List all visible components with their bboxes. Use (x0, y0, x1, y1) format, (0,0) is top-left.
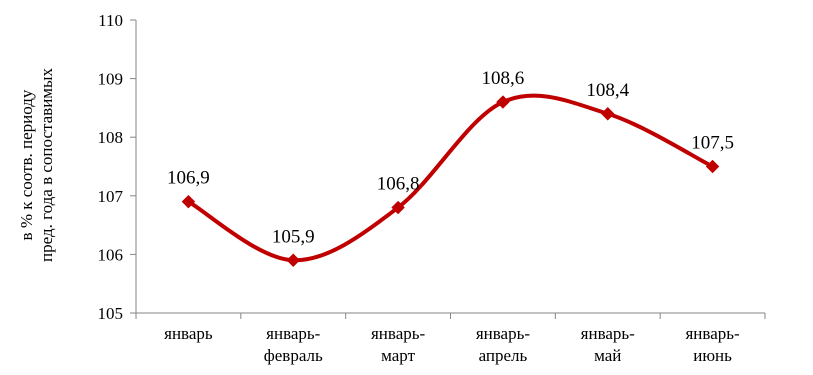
x-tick-label: январь (164, 324, 213, 343)
data-label: 106,8 (377, 174, 420, 195)
axes (135, 20, 765, 314)
x-tick-label: июнь (693, 346, 732, 365)
series-group (181, 93, 720, 267)
data-label: 106,9 (167, 168, 210, 189)
y-axis-title: в % к соотв. периоду пред. года в сопост… (17, 68, 56, 262)
x-tick-label: март (381, 346, 415, 365)
x-tick-label: январь- (371, 324, 426, 343)
y-tick-label: 105 (98, 304, 124, 323)
x-tick-label: январь- (476, 324, 531, 343)
x-tick-label: январь- (581, 324, 636, 343)
x-tick-label: апрель (479, 346, 528, 365)
y-tick-label: 106 (98, 245, 124, 264)
x-tick-label: январь- (266, 324, 321, 343)
x-tick-label: февраль (264, 346, 323, 365)
data-point-marker (181, 194, 196, 209)
data-label: 105,9 (272, 226, 315, 247)
data-point-marker (705, 159, 720, 174)
y-axis-ticks: 105 106 107 108 109 110 (98, 11, 136, 323)
data-point-marker (496, 95, 510, 109)
data-label: 108,6 (482, 68, 525, 89)
x-tick-label: май (594, 346, 621, 365)
data-point-marker (601, 107, 615, 121)
x-tick-label: январь- (685, 324, 740, 343)
y-tick-label: 107 (98, 187, 124, 206)
data-labels-group: 106,9 105,9 106,8 108,6 108,4 107,5 (167, 68, 734, 247)
data-point-marker (391, 200, 405, 215)
y-tick-label: 109 (98, 70, 124, 89)
data-point-marker (286, 253, 300, 267)
data-label: 108,4 (586, 80, 629, 101)
y-axis-title-line-1: в % к соотв. периоду (17, 89, 36, 240)
y-axis-title-line-2: пред. года в сопоставимых (37, 68, 56, 262)
data-label: 107,5 (691, 133, 734, 154)
series-line (186, 93, 715, 263)
y-tick-label: 110 (98, 11, 123, 30)
y-tick-label: 108 (98, 128, 124, 147)
x-axis-ticks: январь январь-февраль январь-март январь-ап… (135, 313, 766, 365)
